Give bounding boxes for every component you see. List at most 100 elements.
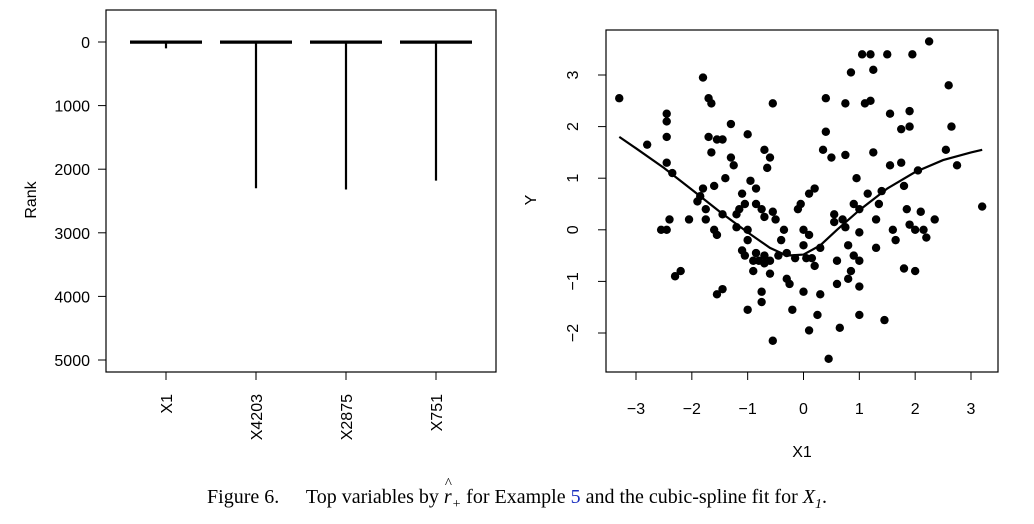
scatter-point — [832, 256, 842, 265]
scatter-point — [821, 94, 831, 103]
scatter-x-tick-label: 1 — [855, 401, 864, 418]
scatter-point — [902, 204, 911, 214]
scatter-point — [765, 269, 775, 278]
scatter-point — [768, 207, 777, 216]
scatter-point — [746, 176, 755, 185]
scatter-point — [743, 305, 752, 314]
scatter-point — [947, 122, 956, 131]
scatter-point — [707, 148, 716, 157]
scatter-point — [824, 354, 833, 363]
scatter-y-tick-label: −1 — [565, 272, 582, 290]
scatter-point — [698, 184, 708, 193]
scatter-point — [924, 37, 934, 46]
rank-y-tick-label: 3000 — [54, 226, 90, 243]
example-reference-link[interactable]: 5 — [570, 486, 581, 508]
scatter-point — [662, 225, 671, 234]
scatter-y-tick-label: 2 — [565, 122, 582, 131]
caption-period: . — [821, 486, 827, 508]
scatter-x-tick-label: 0 — [799, 401, 808, 418]
scatter-point — [855, 256, 864, 265]
scatter-point — [760, 212, 769, 222]
scatter-point — [919, 225, 928, 234]
scatter-point — [899, 181, 909, 191]
scatter-point — [816, 290, 825, 299]
scatter-point — [891, 235, 900, 245]
scatter-point — [788, 305, 797, 314]
scatter-point — [952, 161, 962, 170]
scatter-point — [944, 81, 953, 90]
scatter-point — [729, 161, 738, 170]
scatter-point — [905, 122, 914, 131]
scatter-point — [704, 132, 713, 142]
scatter-x-axis-label: X1 — [792, 444, 812, 461]
scatter-point — [799, 287, 808, 296]
scatter-point — [841, 99, 850, 108]
scatter-point — [866, 50, 875, 59]
scatter-y-tick-label: 3 — [565, 70, 582, 79]
scatter-point — [905, 106, 914, 116]
scatter-point — [735, 204, 744, 214]
scatter-point — [771, 215, 780, 224]
rank-plot-frame — [105, 9, 497, 373]
scatter-point — [910, 266, 920, 276]
rank-y-tick-label: 5000 — [54, 353, 90, 370]
rank-axis-label: Rank — [23, 180, 40, 218]
scatter-point — [662, 158, 671, 167]
scatter-point — [615, 94, 624, 103]
rank-y-tick-label: 0 — [81, 35, 90, 52]
scatter-point — [712, 290, 722, 299]
caption-text-middle: for Example — [466, 486, 566, 508]
scatter-point — [701, 215, 710, 224]
scatter-point — [684, 215, 694, 224]
scatter-point — [857, 50, 867, 59]
scatter-point — [835, 323, 844, 333]
figure-caption: Figure 6. Top variables by r+ for Exampl… — [0, 476, 1034, 513]
scatter-point — [880, 315, 889, 325]
scatter-point — [670, 272, 680, 281]
rank-boxes — [130, 40, 472, 190]
scatter-x-tick-label: −3 — [627, 401, 645, 418]
scatter-y-axis-label: Y — [523, 194, 540, 205]
scatter-point — [751, 199, 761, 209]
rank-x-tick-label: X1 — [159, 394, 176, 414]
scatter-point — [768, 336, 777, 345]
scatter-point — [726, 153, 736, 162]
scatter-point — [712, 230, 722, 240]
scatter-point — [846, 266, 856, 276]
scatter-point — [740, 199, 750, 209]
scatter-point — [768, 99, 777, 108]
scatter-point — [977, 202, 987, 211]
scatter-point — [863, 189, 872, 198]
scatter-point — [874, 199, 884, 209]
figure-number: Figure 6. — [207, 486, 280, 508]
scatter-point — [810, 261, 819, 271]
scatter-point — [849, 199, 858, 209]
scatter-point — [676, 266, 685, 276]
scatter-point — [818, 145, 828, 155]
rank-y-axis: 0 1000 2000 3000 4000 5000 — [54, 35, 106, 370]
scatter-x-tick-label: 3 — [967, 401, 976, 418]
scatter-point — [841, 150, 850, 160]
rank-y-tick-label: 1000 — [54, 99, 90, 116]
scatter-point — [855, 228, 864, 237]
scatter-point — [776, 235, 786, 245]
scatter-point — [888, 225, 898, 234]
scatter-point — [662, 109, 671, 118]
scatter-point — [830, 217, 839, 227]
scatter-point — [830, 210, 839, 219]
rank-y-tick-label: 4000 — [54, 289, 90, 306]
scatter-point — [718, 135, 727, 144]
scatter-point — [760, 145, 769, 155]
scatter-point — [930, 215, 939, 224]
scatter-point — [701, 204, 710, 214]
scatter-point — [897, 158, 906, 167]
scatter-point — [821, 127, 831, 136]
scatter-point — [757, 297, 766, 307]
figure-canvas: 0 1000 2000 3000 4000 5000 X1 X4203 X2875 X751 R… — [23, 9, 999, 461]
scatter-point — [709, 181, 719, 191]
scatter-point — [665, 215, 674, 224]
scatter-point — [743, 130, 752, 139]
scatter-point — [737, 246, 747, 255]
scatter-point — [765, 153, 775, 162]
scatter-point — [885, 161, 895, 170]
